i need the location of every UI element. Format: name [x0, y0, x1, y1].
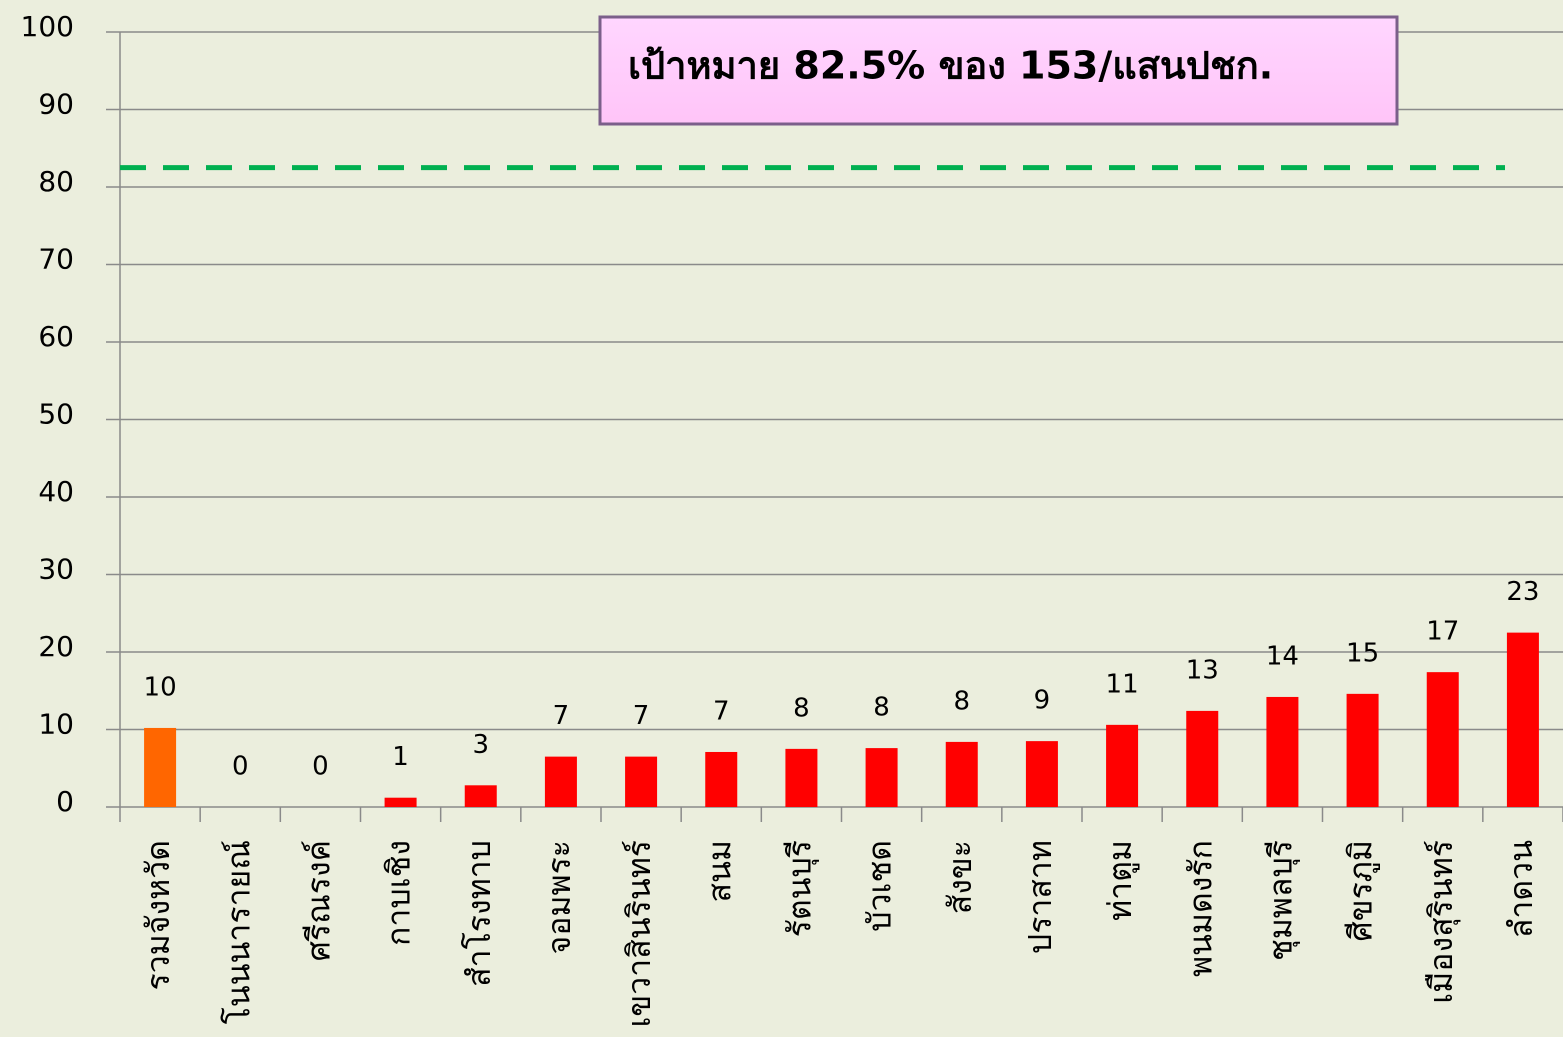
- bar: [464, 785, 497, 807]
- value-label: 15: [1346, 638, 1379, 668]
- value-label: 0: [232, 752, 249, 782]
- value-label: 8: [953, 686, 970, 716]
- value-label: 17: [1426, 617, 1459, 647]
- x-tick-label: พนมดงรัก: [1181, 840, 1219, 977]
- x-tick-label: ศีขรภูมิ: [1342, 840, 1381, 942]
- y-tick-label: 50: [38, 398, 74, 431]
- bar: [144, 727, 177, 807]
- bar: [1426, 672, 1459, 807]
- x-tick-label: โนนนารายณ์: [219, 840, 257, 1024]
- value-label: 0: [312, 752, 329, 782]
- x-tick-label: ศรีณรงค์: [299, 840, 337, 961]
- bar: [544, 756, 577, 807]
- value-label: 14: [1266, 641, 1299, 671]
- value-label: 13: [1186, 655, 1219, 685]
- x-tick-label: จอมพระ: [540, 840, 578, 955]
- x-tick-label: ลำดวน: [1502, 840, 1540, 938]
- x-tick-label: สังขะ: [941, 840, 979, 914]
- bar: [705, 751, 738, 807]
- x-tick-label: บัวเชด: [861, 840, 899, 932]
- y-tick-label: 20: [38, 630, 74, 663]
- x-tick-label: สำโรงทาบ: [460, 840, 498, 987]
- x-tick-label: เขวาสินรินทร์: [620, 840, 658, 1028]
- x-tick-label: กาบเชิง: [380, 840, 418, 946]
- value-label: 9: [1034, 686, 1051, 716]
- value-label: 8: [793, 693, 810, 723]
- value-label: 10: [144, 672, 177, 702]
- value-label: 1: [392, 742, 409, 772]
- value-label: 7: [633, 701, 650, 731]
- annotation: เป้าหมาย 82.5% ของ 153/แสนปชก.: [628, 44, 1273, 88]
- value-label: 8: [873, 693, 890, 723]
- y-tick-label: 10: [38, 708, 74, 741]
- y-tick-label: 0: [56, 785, 74, 818]
- value-label: 7: [713, 696, 730, 726]
- bar: [1186, 710, 1219, 807]
- bar: [945, 741, 978, 807]
- y-tick-label: 100: [21, 10, 74, 43]
- y-tick-label: 40: [38, 475, 74, 508]
- x-tick-label: เมืองสุรินทร์: [1422, 840, 1461, 1004]
- y-tick-label: 30: [38, 553, 74, 586]
- bar: [1346, 693, 1379, 807]
- x-tick-label: สนม: [700, 840, 738, 903]
- bar: [384, 797, 417, 807]
- value-label: 7: [553, 701, 570, 731]
- value-label: 3: [472, 730, 489, 760]
- bar: [865, 748, 898, 807]
- y-tick-label: 90: [38, 88, 74, 121]
- x-tick-label: รวมจังหวัด: [139, 840, 177, 990]
- bar: [1025, 741, 1058, 807]
- x-tick-label: ชุมพลบุรี: [1261, 840, 1300, 961]
- x-tick-label: ปราสาท: [1021, 840, 1059, 954]
- x-tick-label: รัตนบุรี: [780, 840, 819, 937]
- annotation-box: [598, 15, 1399, 126]
- bar: [785, 748, 818, 807]
- x-tick-label: ท่าตูม: [1101, 840, 1140, 921]
- bar: [1506, 632, 1539, 807]
- bar: [625, 756, 658, 807]
- value-label: 11: [1106, 669, 1139, 699]
- bar: [1266, 696, 1299, 807]
- y-tick-label: 60: [38, 320, 74, 353]
- value-label: 23: [1506, 577, 1539, 607]
- y-tick-label: 70: [38, 243, 74, 276]
- bar: [1106, 724, 1139, 807]
- y-tick-label: 80: [38, 165, 74, 198]
